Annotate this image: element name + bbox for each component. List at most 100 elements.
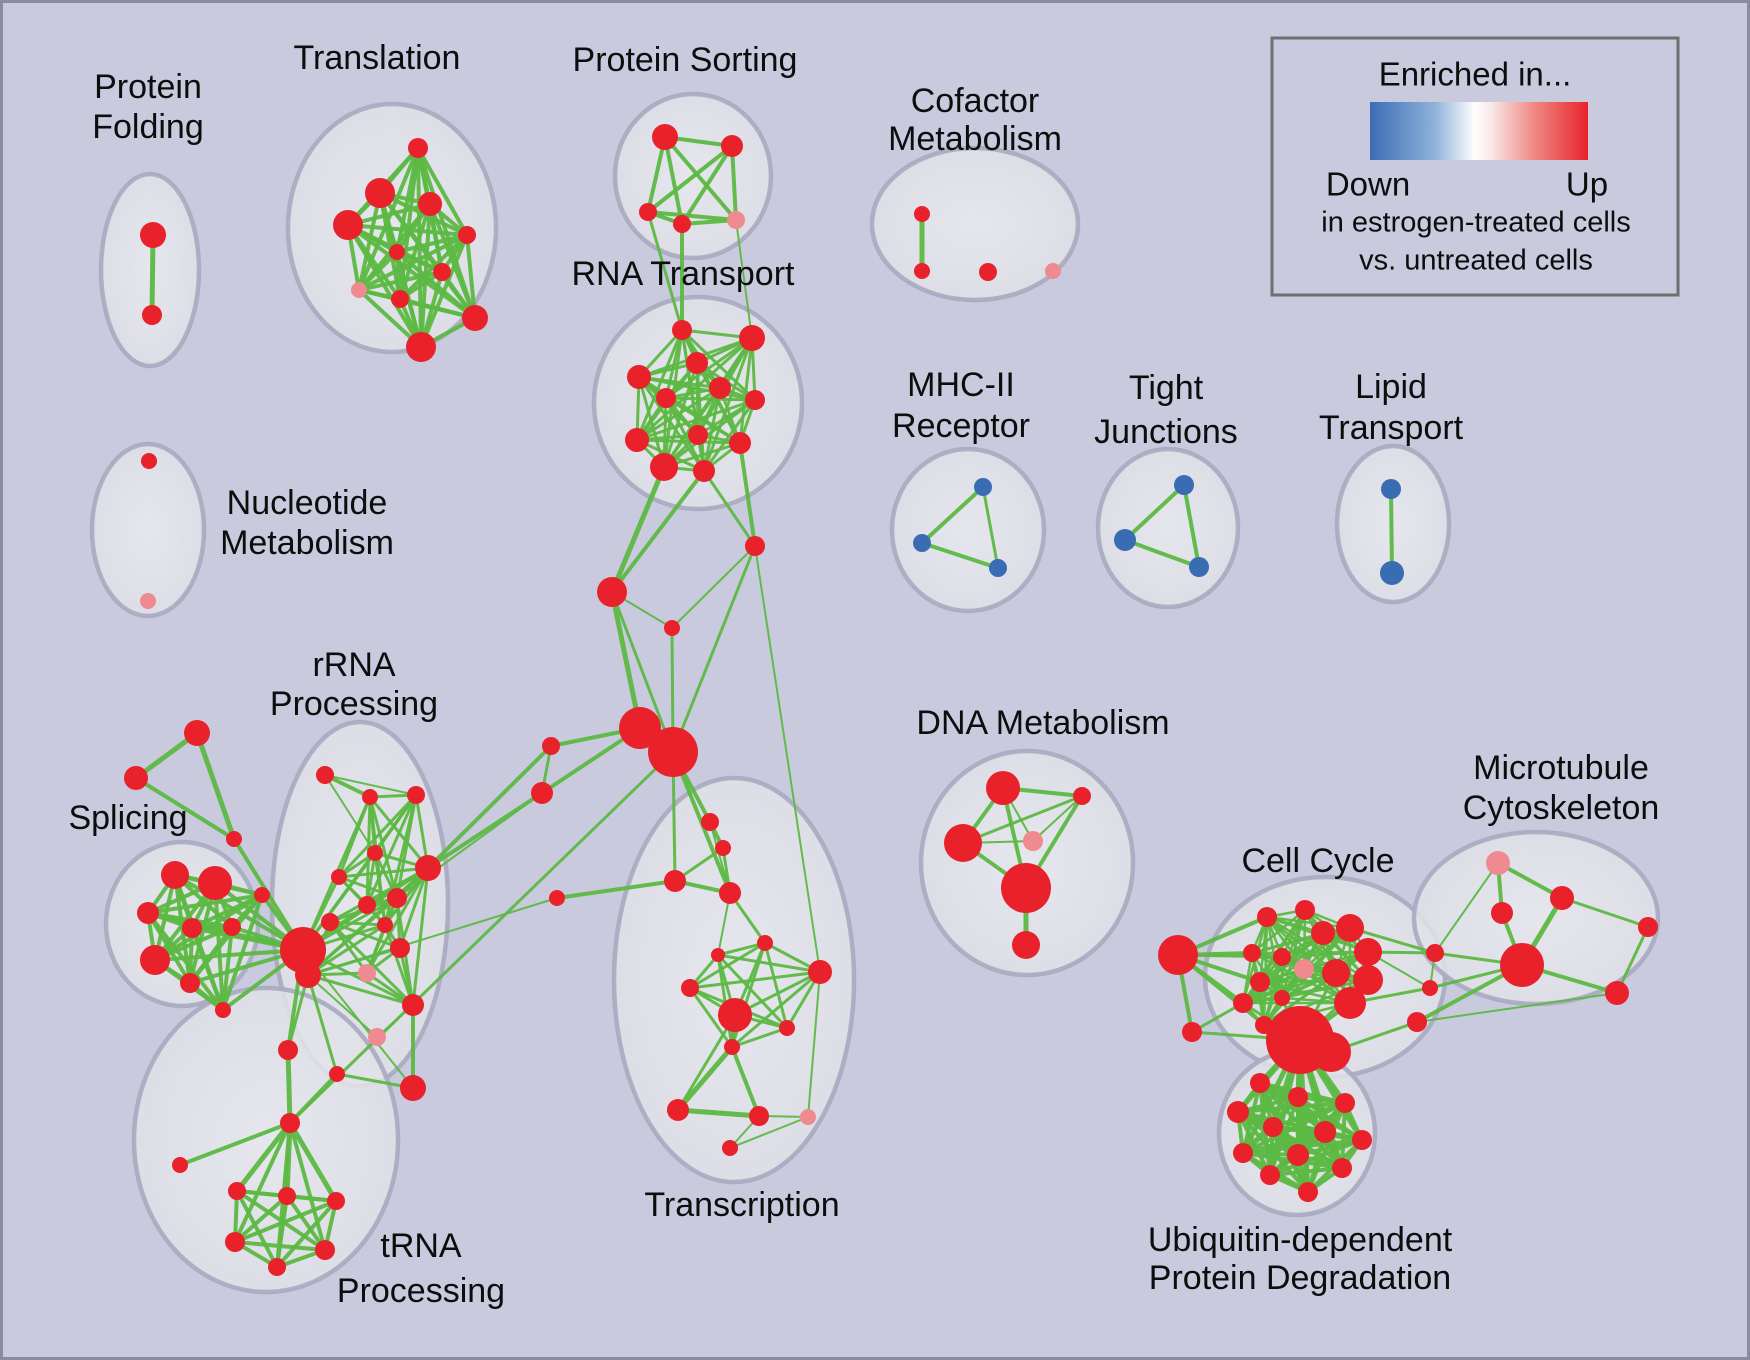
node: [1422, 980, 1438, 996]
node: [724, 1039, 740, 1055]
node: [721, 135, 743, 157]
edge: [146, 893, 264, 915]
node: [1407, 1012, 1427, 1032]
edge: [610, 469, 706, 594]
edge: [426, 744, 553, 870]
node: [656, 388, 676, 408]
edge: [416, 146, 469, 237]
node: [1233, 993, 1253, 1013]
node: [1287, 1144, 1309, 1166]
edge: [637, 375, 706, 473]
node: [387, 888, 407, 908]
node: [745, 390, 765, 410]
edge: [671, 544, 757, 754]
edge: [233, 1199, 338, 1244]
node: [367, 845, 383, 861]
node: [280, 1113, 300, 1133]
node: [650, 453, 678, 481]
cluster-label-rrna-processing: Processing: [270, 685, 438, 723]
edge: [153, 948, 305, 962]
node: [619, 707, 661, 749]
cluster-label-cell-cycle: Cell Cycle: [1241, 842, 1394, 880]
cluster-label-transcription: Transcription: [644, 1186, 839, 1224]
node: [1295, 900, 1315, 920]
edge: [285, 1047, 293, 1126]
edge: [730, 1026, 789, 1049]
edge: [306, 923, 387, 977]
edge: [307, 974, 378, 1038]
node: [140, 222, 166, 248]
node: [1311, 921, 1335, 945]
cluster-ellipse-dna-metabolism: [918, 748, 1136, 978]
node: [365, 178, 395, 208]
edge: [1389, 487, 1394, 575]
node: [268, 1258, 286, 1276]
edge: [730, 1045, 761, 1118]
node: [652, 124, 678, 150]
node: [1335, 1093, 1355, 1113]
edge: [328, 920, 387, 927]
edge: [411, 866, 430, 1007]
node: [914, 263, 930, 279]
node: [673, 215, 691, 233]
cluster-label-tight-junctions: Junctions: [1094, 413, 1238, 451]
node: [664, 620, 680, 636]
edge: [702, 336, 754, 473]
edge: [426, 791, 544, 870]
edge: [1496, 861, 1564, 900]
cluster-ellipse-cofactor-metabolism: [869, 145, 1081, 303]
edge: [635, 398, 757, 442]
edge: [1434, 862, 1499, 954]
node: [722, 1140, 738, 1156]
edge: [663, 135, 738, 222]
edge: [1123, 538, 1201, 569]
cluster-label-protein-folding: Protein: [94, 68, 202, 106]
node: [1294, 959, 1314, 979]
edge: [275, 1199, 338, 1269]
cluster-ellipse-tight-junctions: [1095, 446, 1241, 610]
cluster-label-trna-processing: tRNA: [380, 1227, 462, 1265]
node: [280, 927, 326, 973]
edge: [1241, 978, 1370, 1005]
node: [688, 425, 708, 445]
edge: [646, 210, 738, 222]
edge: [664, 396, 757, 402]
edge: [680, 218, 738, 226]
edge: [555, 879, 677, 900]
edge: [357, 250, 399, 292]
edge: [807, 971, 821, 1118]
node: [1550, 886, 1574, 910]
edge: [688, 986, 734, 1049]
node: [418, 192, 442, 216]
edge: [368, 795, 399, 900]
edge: [716, 941, 767, 957]
node: [1426, 944, 1444, 962]
edge: [235, 1189, 279, 1269]
node: [408, 138, 428, 158]
edge: [702, 398, 757, 473]
cluster-label-rna-transport: RNA Transport: [572, 255, 796, 293]
node: [1073, 787, 1091, 805]
edge: [194, 730, 237, 842]
node: [1001, 863, 1051, 913]
node: [358, 896, 376, 914]
node: [295, 962, 321, 988]
edge: [357, 270, 444, 292]
edge: [730, 144, 738, 222]
node: [709, 377, 731, 399]
node: [989, 559, 1007, 577]
edge: [610, 590, 675, 754]
legend-caption-line2: vs. untreated cells: [1359, 245, 1593, 277]
node: [1332, 1158, 1352, 1178]
edge: [149, 232, 156, 318]
node: [226, 831, 242, 847]
cluster-label-nucleotide-metabolism: Nucleotide: [227, 484, 388, 522]
legend-title: Enriched in...: [1379, 56, 1572, 93]
edge: [233, 1121, 292, 1244]
edge: [233, 1194, 289, 1244]
edge: [306, 973, 339, 1076]
edge: [1560, 896, 1650, 929]
